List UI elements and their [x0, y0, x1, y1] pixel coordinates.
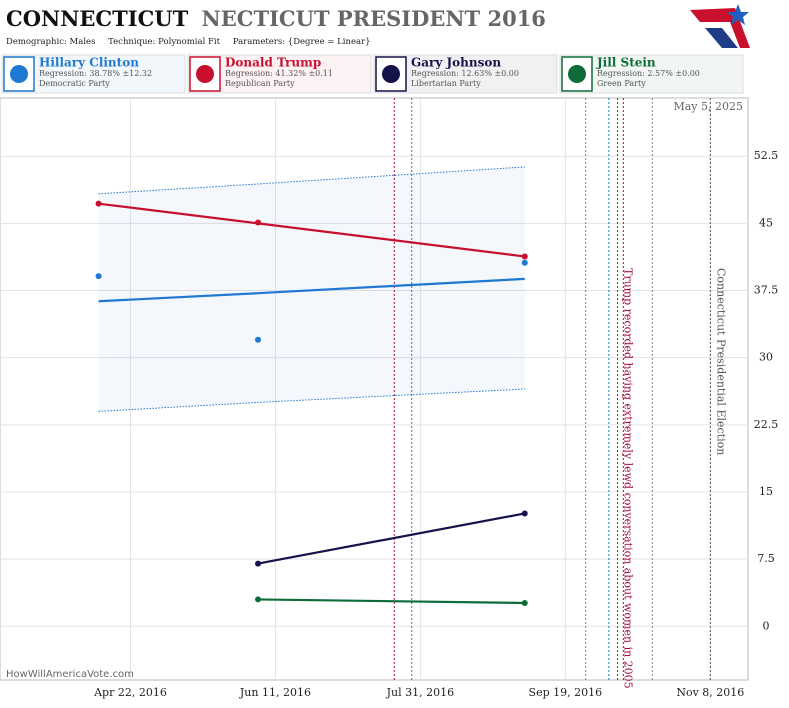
x-tick-label: Sep 19, 2016 [529, 686, 603, 699]
y-tick-label: 45 [759, 216, 773, 229]
legend-name: Hillary Clinton [39, 56, 139, 70]
legend-icon-mark [568, 65, 586, 83]
x-tick-label: Apr 22, 2016 [93, 686, 167, 699]
legend-icon-mark [382, 65, 400, 83]
event-label: Trump recorded having extremely lewd con… [622, 268, 635, 689]
meta-item: Technique: Polynomial Fit [108, 37, 220, 47]
chart-title: CONNECTICUT NECTICUT PRESIDENT 2016 [6, 6, 546, 31]
y-tick-label: 0 [763, 619, 770, 632]
poll-point [521, 599, 528, 606]
poll-point [255, 336, 262, 343]
logo [690, 4, 750, 48]
date-note: May 5, 2025 [673, 100, 743, 113]
y-tick-label: 7.5 [757, 552, 775, 565]
legend-icon-mark [10, 65, 28, 83]
fit-line [98, 277, 525, 303]
x-tick-label: Jun 11, 2016 [239, 686, 311, 699]
legend-party: Libertarian Party [411, 79, 481, 88]
confidence-band [98, 166, 525, 412]
meta-item: Demographic: Males [6, 37, 95, 47]
poll-point [95, 200, 102, 207]
legend-name: Gary Johnson [411, 56, 501, 70]
poll-point [521, 510, 528, 517]
legend-name: Jill Stein [596, 56, 656, 70]
poll-point [521, 253, 528, 260]
band-upper [98, 166, 525, 195]
meta-item: Parameters: {Degree = Linear} [233, 37, 371, 47]
legend-party: Green Party [597, 79, 646, 88]
poll-point [255, 596, 262, 603]
legend-party: Republican Party [225, 79, 295, 88]
x-tick-label: Nov 8, 2016 [676, 686, 744, 699]
meta: Demographic: Males Technique: Polynomial… [6, 37, 371, 47]
y-tick-label: 52.5 [754, 149, 779, 162]
legend-icon-mark [196, 65, 214, 83]
poll-point [95, 273, 102, 280]
y-tick-label: 37.5 [754, 284, 779, 297]
fit-line [257, 512, 525, 565]
y-tick-label: 30 [759, 351, 773, 364]
legend-party: Democratic Party [39, 79, 110, 88]
event-label: Connecticut Presidential Election [714, 268, 727, 455]
band-lower [98, 388, 525, 412]
title-part: NECTICUT PRESIDENT 2016 [202, 6, 546, 31]
title-part: CONNECTICUT [6, 6, 189, 31]
poll-point [255, 219, 262, 226]
x-tick-label: Jul 31, 2016 [386, 686, 455, 699]
y-tick-label: 15 [759, 485, 773, 498]
legend-name: Donald Trump [225, 56, 321, 70]
y-tick-label: 22.5 [754, 418, 779, 431]
legend-regression: Regression: 12.63% ±0.00 [411, 69, 519, 78]
legend-regression: Regression: 41.32% ±0.11 [225, 69, 333, 78]
poll-point [255, 560, 262, 567]
poll-point [521, 259, 528, 266]
legend-regression: Regression: 2.57% ±0.00 [597, 69, 700, 78]
fit-line [258, 598, 525, 605]
source: HowWillAmericaVote.com [6, 669, 134, 680]
legend-regression: Regression: 38.78% ±12.32 [39, 69, 152, 78]
